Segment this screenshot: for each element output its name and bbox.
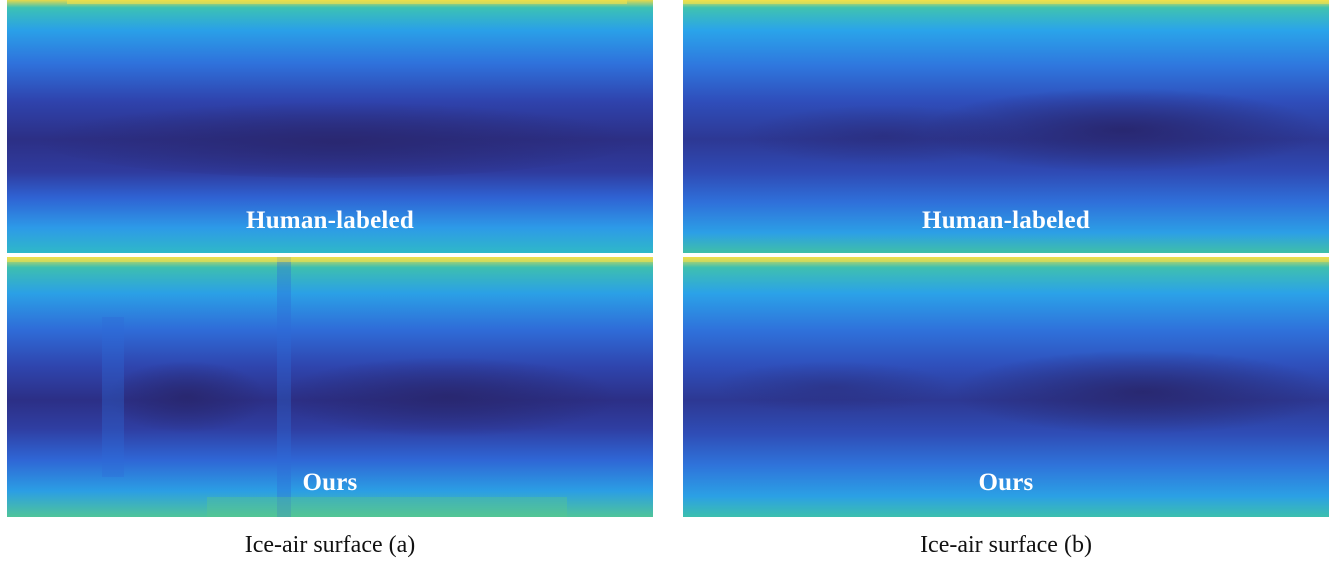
heatmap-b-top-graphic xyxy=(683,0,1329,253)
heatmap-b-bottom-graphic xyxy=(683,257,1329,517)
panel-label-a-bottom: Ours xyxy=(302,469,358,496)
heatmap-a-ours: Ours xyxy=(7,257,653,517)
heatmap-b-human-labeled: Human-labeled xyxy=(683,0,1329,253)
caption-b: Ice-air surface (b) xyxy=(920,532,1092,558)
panel-label-b-bottom: Ours xyxy=(978,469,1034,496)
column-b: Human-labeled xyxy=(683,0,1329,517)
column-a: Human-labeled xyxy=(7,0,653,517)
heatmap-a-bottom-graphic xyxy=(7,257,653,517)
panel-label-b-top: Human-labeled xyxy=(922,207,1090,234)
heatmap-b-ours: Ours xyxy=(683,257,1329,517)
heatmap-a-human-labeled: Human-labeled xyxy=(7,0,653,253)
heatmap-a-top-graphic xyxy=(7,0,653,253)
panel-label-a-top: Human-labeled xyxy=(246,207,414,234)
caption-a: Ice-air surface (a) xyxy=(244,532,416,558)
